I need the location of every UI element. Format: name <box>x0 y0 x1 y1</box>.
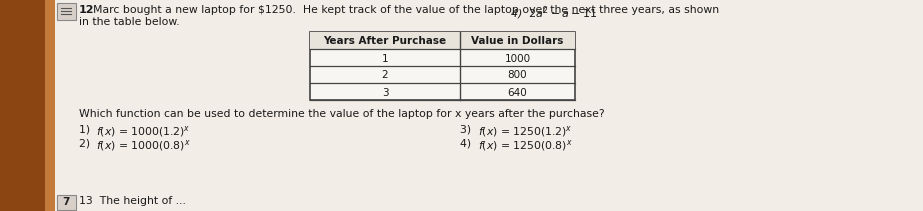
Text: 2: 2 <box>382 70 389 81</box>
Text: 3): 3) <box>460 124 478 134</box>
Text: Marc bought a new laptop for $1250.  He kept track of the value of the laptop ov: Marc bought a new laptop for $1250. He k… <box>93 5 719 15</box>
Text: $f$($x$) = 1250(1.2)$^x$: $f$($x$) = 1250(1.2)$^x$ <box>478 124 572 139</box>
Text: 3: 3 <box>382 88 389 97</box>
Polygon shape <box>55 0 923 211</box>
Text: 1000: 1000 <box>505 54 531 64</box>
Text: 800: 800 <box>508 70 527 81</box>
Text: $f$($x$) = 1000(1.2)$^x$: $f$($x$) = 1000(1.2)$^x$ <box>96 124 190 139</box>
Text: 13  The height of ...: 13 The height of ... <box>79 196 186 206</box>
FancyBboxPatch shape <box>310 32 575 49</box>
Text: $f$($x$) = 1000(0.8)$^x$: $f$($x$) = 1000(0.8)$^x$ <box>96 138 191 153</box>
Text: 1): 1) <box>79 124 97 134</box>
Polygon shape <box>0 0 80 211</box>
FancyBboxPatch shape <box>56 3 76 19</box>
FancyBboxPatch shape <box>310 32 575 100</box>
Text: Years After Purchase: Years After Purchase <box>323 37 447 46</box>
Text: 1: 1 <box>382 54 389 64</box>
Text: Which function can be used to determine the value of the laptop for x years afte: Which function can be used to determine … <box>79 109 605 119</box>
Text: 7: 7 <box>63 197 70 207</box>
Text: $f$($x$) = 1250(0.8)$^x$: $f$($x$) = 1250(0.8)$^x$ <box>478 138 572 153</box>
Polygon shape <box>45 0 90 211</box>
Text: in the table below.: in the table below. <box>79 17 180 27</box>
Text: 4): 4) <box>460 138 478 148</box>
Text: 4)  $2a^2 - a - 11$: 4) $2a^2 - a - 11$ <box>510 4 597 22</box>
Text: 640: 640 <box>508 88 527 97</box>
Text: Value in Dollars: Value in Dollars <box>472 37 564 46</box>
Text: 12: 12 <box>79 5 94 15</box>
Polygon shape <box>0 0 45 211</box>
FancyBboxPatch shape <box>56 195 76 210</box>
Text: 2): 2) <box>79 138 97 148</box>
